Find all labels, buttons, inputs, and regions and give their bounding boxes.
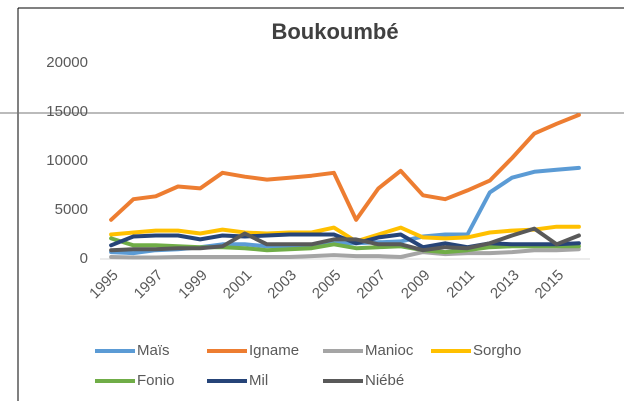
x-tick-label: 2009 (398, 267, 434, 303)
legend-label: Niébé (365, 372, 404, 389)
legend-label: Maïs (137, 342, 170, 359)
x-tick-label: 2003 (264, 267, 300, 303)
x-tick-label: 1995 (86, 267, 122, 303)
y-tick-label: 10000 (46, 152, 88, 169)
x-tick-label: 2001 (220, 267, 256, 303)
y-tick-label: 5000 (55, 201, 88, 218)
x-tick-label: 1999 (175, 267, 211, 303)
legend-label: Fonio (137, 372, 175, 389)
legend-label: Sorgho (473, 342, 521, 359)
x-tick-label: 1997 (131, 267, 167, 303)
y-tick-label: 15000 (46, 103, 88, 120)
line-series (109, 112, 581, 222)
legend-label: Igname (249, 342, 299, 359)
x-tick-label: 2013 (487, 267, 523, 303)
y-tick-label: 20000 (46, 54, 88, 71)
x-tick-label: 2005 (309, 267, 345, 303)
x-tick-label: 2011 (443, 267, 478, 302)
x-tick-label: 2007 (353, 267, 389, 303)
line-series (109, 226, 581, 253)
legend-label: Manioc (365, 342, 414, 359)
line-series (109, 247, 581, 260)
x-tick-label: 2015 (532, 267, 568, 303)
chart-title: Boukoumbé (271, 19, 398, 44)
legend-label: Mil (249, 372, 268, 389)
y-tick-label: 0 (80, 250, 88, 267)
line-series (109, 224, 581, 244)
